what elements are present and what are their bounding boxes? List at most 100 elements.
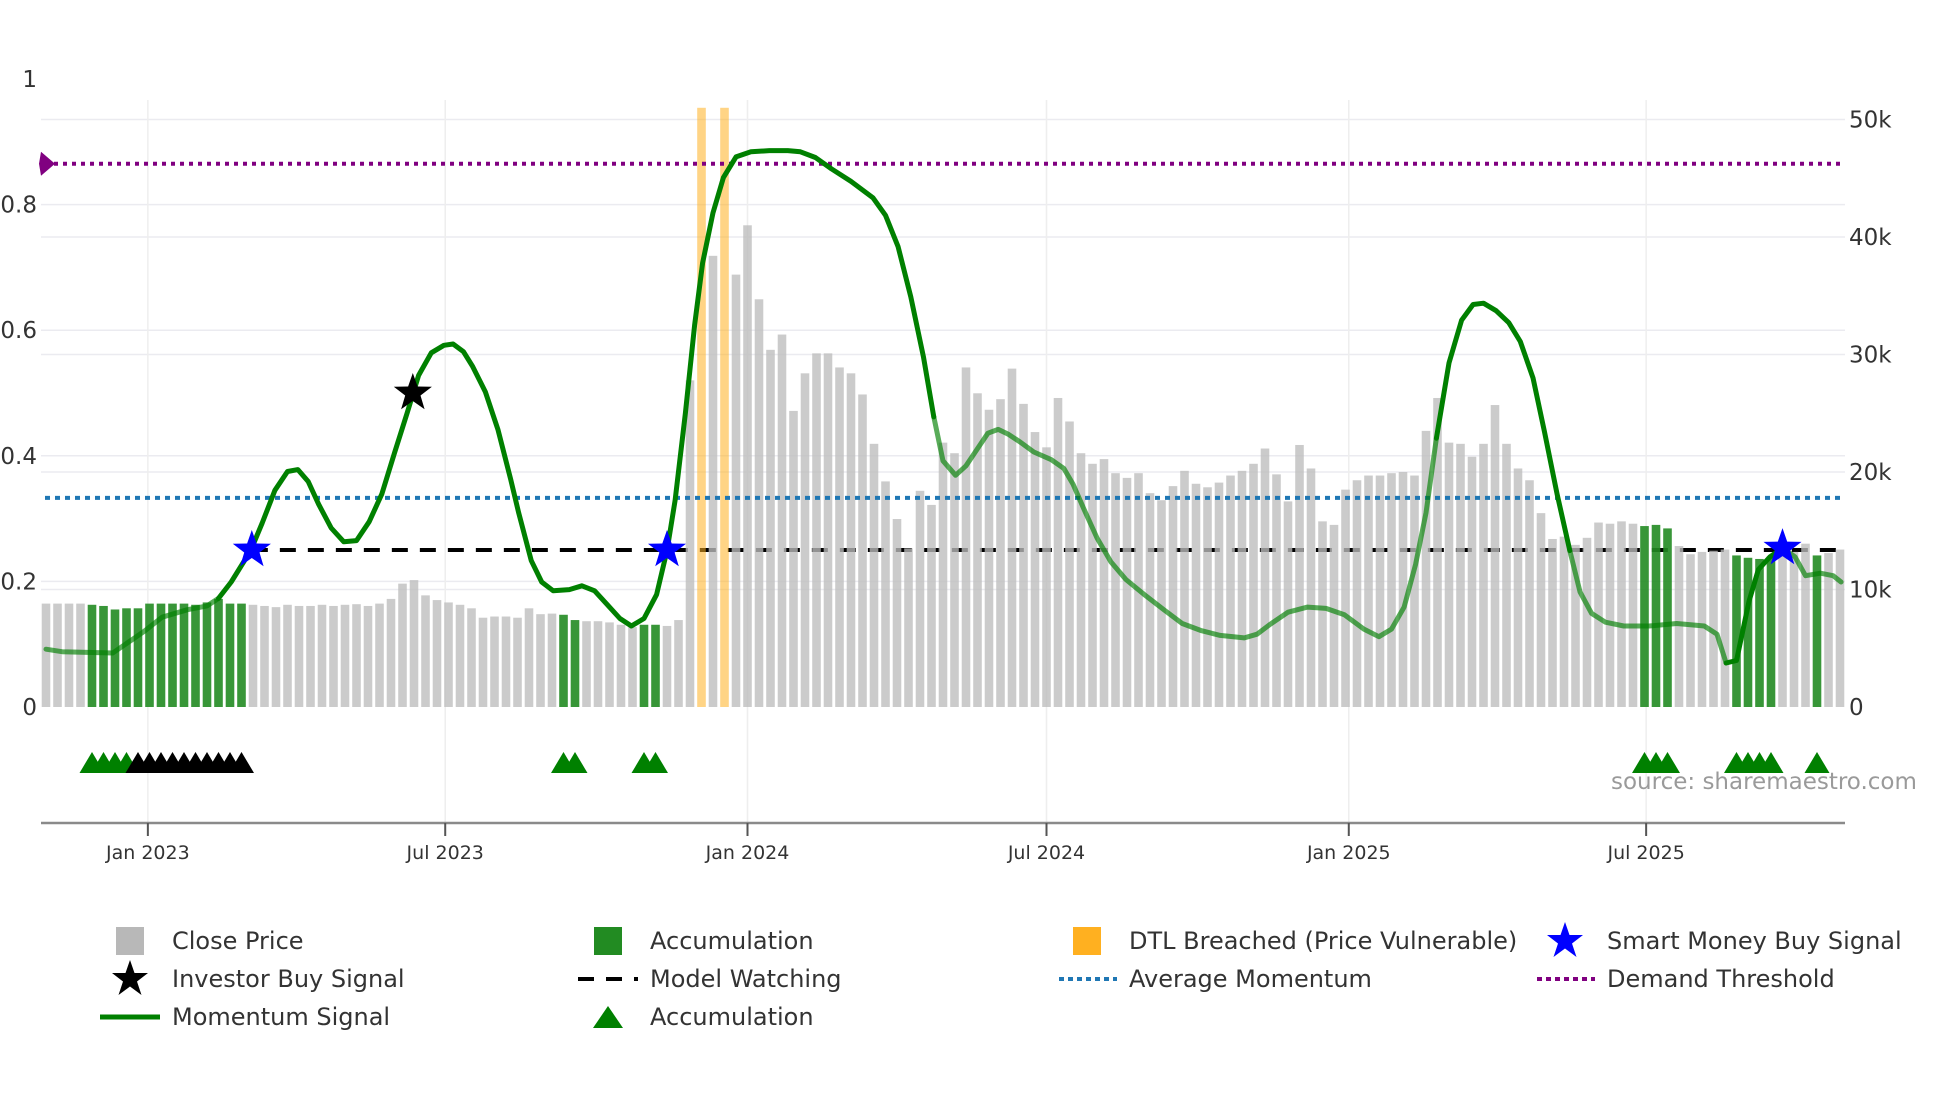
momentum-signal-weak-segment (931, 414, 1439, 641)
close-price-bar (869, 443, 879, 707)
close-price-bar (1088, 463, 1097, 707)
right-y-tick-label: 50k (1849, 108, 1892, 134)
close-price-bar (904, 548, 913, 707)
close-price-bar (1341, 489, 1350, 707)
x-tick-label: Jan 2025 (1306, 842, 1391, 864)
accumulation-bar (651, 624, 660, 707)
smart-money-star-icon (648, 530, 686, 567)
close-price-bar (1778, 551, 1787, 707)
legend-item-dtl-breached[interactable]: DTL Breached (Price Vulnerable) (1073, 924, 1518, 958)
legend-item-accumulation-marker[interactable]: Accumulation (593, 1000, 814, 1034)
close-price-bar (1398, 472, 1408, 707)
purple-dotted-line-icon (1533, 962, 1597, 996)
accumulation-bar (1812, 555, 1822, 707)
close-price-bar (398, 583, 407, 707)
close-price-bar (1352, 480, 1362, 707)
momentum-signal-segment (1433, 300, 1573, 554)
legend-item-investor-buy[interactable]: Investor Buy Signal (112, 960, 405, 996)
legend-item-model-watching[interactable]: Model Watching (578, 962, 842, 996)
x-tick-label: Jan 2024 (705, 842, 790, 864)
close-price-bar (64, 603, 74, 707)
close-price-bar (76, 603, 85, 707)
close-price-bar (53, 603, 62, 707)
accumulation-triangle-marker (562, 752, 588, 773)
accumulation-bar (156, 603, 166, 707)
dashed-line-icon (576, 962, 640, 996)
close-price-bar (984, 409, 994, 707)
close-price-bar (1571, 544, 1580, 707)
close-price-bar (812, 353, 821, 707)
close-price-bar (1628, 523, 1638, 707)
close-price-bar (743, 225, 752, 708)
close-price-bar (708, 255, 718, 707)
close-price-bar (1444, 442, 1454, 707)
blue-star-icon (1533, 922, 1597, 958)
close-price-bar (662, 625, 672, 707)
left-y-tick-label: 0.4 (0, 444, 37, 470)
close-price-bar (915, 490, 925, 707)
close-price-bar (789, 410, 798, 707)
close-price-bar (1490, 405, 1500, 707)
legend-item-average-momentum[interactable]: Average Momentum (1059, 962, 1372, 996)
left-y-tick-label: 0.6 (0, 318, 37, 344)
close-price-bar (766, 349, 775, 707)
close-price-bars (41, 107, 1845, 708)
accumulation-bar (214, 598, 223, 707)
close-price-bar (260, 605, 269, 707)
right-y-tick-label: 20k (1849, 460, 1892, 486)
axes: Jan 2023 Jul 2023 Jan 2024 Jul 2024 Jan 2025… (0, 67, 1892, 864)
close-price-bar (1824, 553, 1833, 707)
x-tick-label: Jul 2025 (1606, 842, 1684, 864)
close-price-bar (1203, 487, 1212, 707)
close-price-bar (927, 504, 936, 707)
demand-threshold-marker-icon (39, 151, 55, 176)
close-price-bar (1042, 447, 1051, 707)
legend-label: DTL Breached (Price Vulnerable) (1129, 927, 1518, 955)
close-price-bar (352, 604, 361, 707)
legend-label: Investor Buy Signal (172, 965, 405, 993)
close-price-bar (1536, 513, 1546, 707)
close-price-bar (283, 604, 292, 707)
close-price-bar (1559, 536, 1569, 707)
right-y-tick-label: 40k (1849, 225, 1892, 251)
close-price-bar (478, 617, 488, 707)
green-square-icon (576, 924, 640, 958)
momentum-signal-line (43, 148, 1844, 666)
close-price-bar (1191, 483, 1201, 707)
close-price-bar (1720, 549, 1730, 707)
close-price-bar (1180, 470, 1189, 707)
source-attribution: source: sharemaestro.com (1611, 769, 1917, 795)
left-y-tick-label: 0.2 (0, 569, 37, 595)
legend-item-momentum-signal[interactable]: Momentum Signal (100, 1000, 390, 1034)
accumulation-bar (122, 608, 131, 707)
close-price-bar (363, 605, 373, 707)
right-y-tick-label: 30k (1849, 343, 1892, 369)
close-price-bar (892, 519, 902, 707)
legend-item-smart-money[interactable]: Smart Money Buy Signal (1547, 922, 1902, 958)
legend-label: Model Watching (650, 965, 842, 993)
close-price-bar (1122, 477, 1132, 707)
x-tick-label: Jul 2024 (1007, 842, 1085, 864)
signal-markers (79, 373, 1830, 773)
legend-item-demand-threshold[interactable]: Demand Threshold (1537, 962, 1835, 996)
close-price-bar (1548, 538, 1557, 707)
legend-label: Accumulation (650, 927, 814, 955)
close-price-bar (1237, 470, 1247, 707)
close-price-bar (1283, 501, 1293, 707)
close-price-bar (1421, 430, 1431, 707)
close-price-bar (547, 613, 557, 707)
close-price-bar (1295, 444, 1304, 707)
close-price-bar (1410, 475, 1419, 707)
close-price-bar (1318, 521, 1327, 707)
accumulation-bar (202, 602, 212, 707)
legend-item-accumulation-bar[interactable]: Accumulation (594, 924, 814, 958)
close-price-bar (1168, 486, 1178, 707)
close-price-bar (628, 627, 637, 707)
close-price-bar (938, 442, 948, 707)
close-price-bar (881, 481, 890, 707)
legend-item-close-price[interactable]: Close Price (116, 924, 304, 958)
close-price-bar (536, 614, 545, 707)
close-price-bar (1053, 397, 1063, 707)
close-price-bar (973, 393, 982, 707)
